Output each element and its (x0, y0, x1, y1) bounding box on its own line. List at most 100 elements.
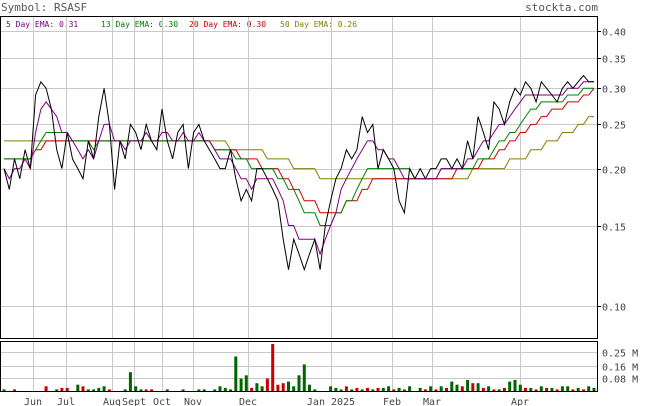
x-tick-label: Nov (184, 397, 202, 406)
volume-bar (150, 389, 153, 391)
volume-bar (450, 381, 454, 391)
volume-bar (497, 389, 501, 391)
volume-bar (334, 387, 338, 391)
volume-bars (2, 344, 596, 391)
volume-bar (76, 384, 80, 391)
volume-bar (308, 384, 311, 391)
volume-bar (381, 387, 385, 391)
price-axis: 0.40 0.35 0.30 0.25 0.20 0.15 0.10 (597, 28, 626, 314)
volume-bar (355, 387, 359, 391)
legend: 5 Day EMA: 0.31 13 Day EMA: 0.30 20 Day … (6, 20, 357, 29)
volume-bar (492, 389, 496, 391)
volume-bar (86, 389, 90, 391)
volume-bar (529, 387, 533, 391)
volume-bar (302, 364, 306, 391)
x-tick-label: Mar (423, 397, 441, 406)
volume-bar (55, 389, 59, 391)
x-tick-label: Jul (57, 397, 75, 406)
ema-line (4, 87, 595, 214)
volume-bar (197, 389, 201, 391)
volume-panel-border (0, 341, 598, 392)
volume-tick-label: 0.08 M (602, 375, 638, 386)
volume-bar (397, 387, 401, 391)
legend-13day: 13 Day EMA: 0.30 (101, 20, 178, 29)
volume-bar (481, 387, 485, 391)
volume-bar (376, 387, 380, 391)
volume-bar (545, 387, 549, 391)
price-lines (3, 74, 595, 272)
volume-bar (102, 386, 106, 391)
y-tick-label: 0.15 (602, 223, 626, 234)
date-axis: Jun Jul Aug Sept Oct Nov Dec Jan 2025 Feb Mar Apr (24, 397, 529, 406)
volume-bar (534, 389, 538, 391)
volume-bar (387, 386, 391, 391)
volume-bar (476, 383, 480, 391)
volume-bar (460, 386, 464, 391)
x-tick-label: Aug (103, 397, 121, 406)
volume-bar (313, 389, 317, 391)
volume-bar (508, 381, 512, 391)
y-tick-label: 0.10 (602, 303, 626, 314)
legend-5day: 5 Day EMA: 0.31 (6, 20, 78, 29)
grid (1, 17, 597, 391)
volume-bar (466, 380, 470, 391)
volume-bar (487, 386, 491, 391)
price-line (3, 74, 594, 272)
volume-bar (223, 387, 227, 391)
volume-bar (81, 386, 85, 391)
volume-bar (418, 387, 422, 391)
volume-bar (408, 386, 412, 391)
volume-bar (281, 383, 285, 391)
volume-bar (229, 389, 232, 391)
volume-bar (402, 389, 406, 391)
volume-bar (587, 386, 591, 391)
x-tick-label: Oct (153, 397, 171, 406)
x-tick-label: Jan 2025 (307, 397, 355, 406)
y-tick-label: 0.30 (602, 85, 626, 96)
volume-bar (139, 389, 143, 391)
volume-bar (44, 386, 48, 391)
volume-bar (539, 386, 543, 391)
volume-bar (445, 387, 448, 391)
volume-bar (423, 389, 427, 391)
volume-tick-label: 0.16 M (602, 363, 638, 374)
volume-bar (250, 387, 254, 391)
volume-bar (2, 389, 6, 391)
volume-axis: 0.25 M 0.16 M0.08 M (602, 349, 638, 386)
volume-bar (128, 372, 132, 391)
y-tick-label: 0.35 (602, 55, 626, 66)
legend-50day: 50 Day EMA: 0.26 (280, 20, 357, 29)
volume-bar (566, 386, 570, 391)
volume-bar (592, 387, 596, 391)
ema-line (3, 81, 594, 256)
ema-line (4, 87, 594, 226)
volume-bar (392, 389, 396, 391)
volume-bar (560, 386, 564, 391)
volume-bar (239, 378, 243, 391)
volume-bar (255, 383, 259, 391)
volume-bar (92, 389, 96, 391)
volume-bar (244, 375, 248, 391)
y-tick-label: 0.20 (602, 166, 626, 177)
volume-bar (265, 378, 269, 391)
volume-bar (366, 387, 369, 391)
volume-bar (439, 386, 443, 391)
volume-bar (107, 389, 111, 391)
volume-bar (181, 389, 185, 391)
volume-bar (271, 344, 275, 391)
volume-bar (234, 356, 238, 391)
volume-bar (165, 389, 169, 391)
volume-bar (471, 383, 475, 391)
volume-bar (350, 389, 354, 391)
volume-bar (513, 380, 517, 391)
x-tick-label: Feb (383, 397, 401, 406)
volume-bar (371, 389, 375, 391)
volume-bar (276, 384, 280, 391)
volume-bar (339, 389, 343, 391)
x-tick-label: Jun (24, 397, 42, 406)
site-label: stockta.com (525, 1, 598, 14)
volume-bar (582, 389, 585, 391)
volume-bar (213, 389, 217, 391)
volume-bar (123, 389, 127, 391)
volume-bar (260, 386, 264, 391)
